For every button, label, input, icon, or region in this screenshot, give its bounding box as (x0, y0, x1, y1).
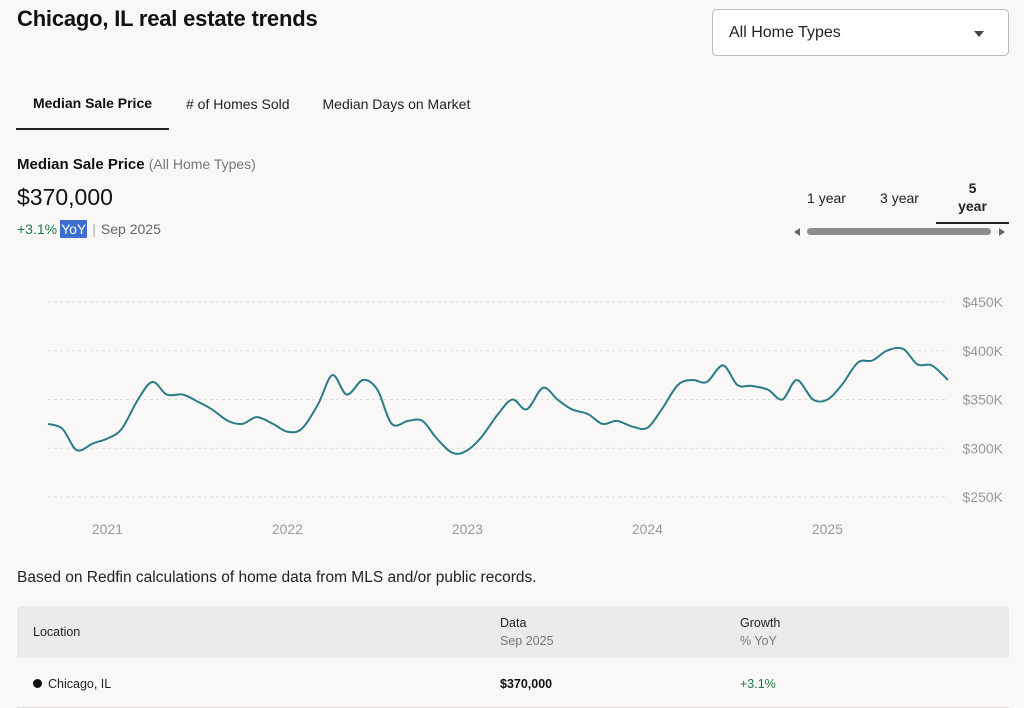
divider: | (92, 221, 96, 237)
y-tick-label: $400K (963, 343, 1004, 359)
y-tick-label: $450K (963, 294, 1004, 310)
home-type-select-value: All Home Types (729, 23, 841, 41)
tab-range-5-year-label: 5 year (958, 180, 987, 214)
tab-range-1-year[interactable]: 1 year (807, 190, 846, 206)
tab-median-days-on-market[interactable]: Median Days on Market (322, 96, 471, 112)
header-data-label: Data (500, 616, 527, 630)
metric-heading-subtitle: (All Home Types) (148, 156, 256, 172)
scrollbar-thumb[interactable] (807, 228, 991, 235)
metric-heading: Median Sale Price (All Home Types) (17, 156, 256, 173)
tab-range-5-year[interactable]: 5 year (936, 172, 1009, 224)
tab-homes-sold[interactable]: # of Homes Sold (186, 96, 290, 112)
row-location: Chicago, IL (33, 677, 111, 691)
metric-tabs: Median Sale Price # of Homes Sold Median… (16, 78, 486, 130)
series-line-median-sale-price (47, 346, 949, 455)
y-tick-label: $250K (963, 489, 1004, 505)
header-data-period: Sep 2025 (500, 634, 554, 648)
chevron-down-icon (974, 31, 984, 37)
table-row: Chicago, IL $370,000 +3.1% (17, 658, 1009, 708)
header-growth-unit: % YoY (740, 634, 777, 648)
tab-median-sale-price[interactable]: Median Sale Price (16, 78, 169, 130)
header-growth-label: Growth (740, 616, 781, 630)
row-data-value: $370,000 (500, 677, 553, 691)
table-header: Location Data Sep 2025 Growth % YoY (17, 606, 1009, 658)
change-label-yoy: YoY (60, 220, 88, 238)
row-location-label: Chicago, IL (48, 677, 112, 691)
tab-range-3-year[interactable]: 3 year (880, 190, 919, 206)
header-growth: Growth % YoY (740, 616, 780, 648)
page-title: Chicago, IL real estate trends (17, 6, 318, 31)
x-tick-label: 2022 (272, 521, 303, 537)
row-growth-value: +3.1% (740, 677, 776, 691)
y-tick-label: $300K (963, 440, 1004, 456)
metric-value: $370,000 (17, 184, 113, 210)
scroll-left-icon[interactable] (794, 228, 800, 236)
x-tick-label: 2024 (632, 521, 663, 537)
metric-change: +3.1% YoY | Sep 2025 (17, 220, 161, 238)
metric-period: Sep 2025 (100, 221, 161, 237)
x-tick-label: 2023 (452, 521, 483, 537)
change-percent: +3.1% (17, 221, 58, 237)
x-tick-label: 2021 (92, 521, 123, 537)
range-tabs-scrollbar[interactable] (792, 226, 1007, 238)
home-type-select[interactable]: All Home Types (712, 9, 1009, 56)
x-tick-label: 2025 (812, 521, 843, 537)
header-data: Data Sep 2025 (500, 616, 554, 648)
data-source-note: Based on Redfin calculations of home dat… (17, 569, 537, 586)
data-table: Location Data Sep 2025 Growth % YoY Chic… (17, 606, 1009, 708)
header-location: Location (33, 625, 81, 639)
range-tabs: 1 year 3 year 5 year (790, 172, 1009, 224)
series-dot-icon (33, 679, 42, 688)
median-sale-price-chart[interactable]: $250K $300K $350K $400K $450K 2021 2022 2023 202… (0, 280, 1024, 550)
scroll-right-icon[interactable] (999, 228, 1005, 236)
metric-heading-title: Median Sale Price (17, 156, 145, 173)
y-tick-label: $350K (963, 392, 1004, 408)
